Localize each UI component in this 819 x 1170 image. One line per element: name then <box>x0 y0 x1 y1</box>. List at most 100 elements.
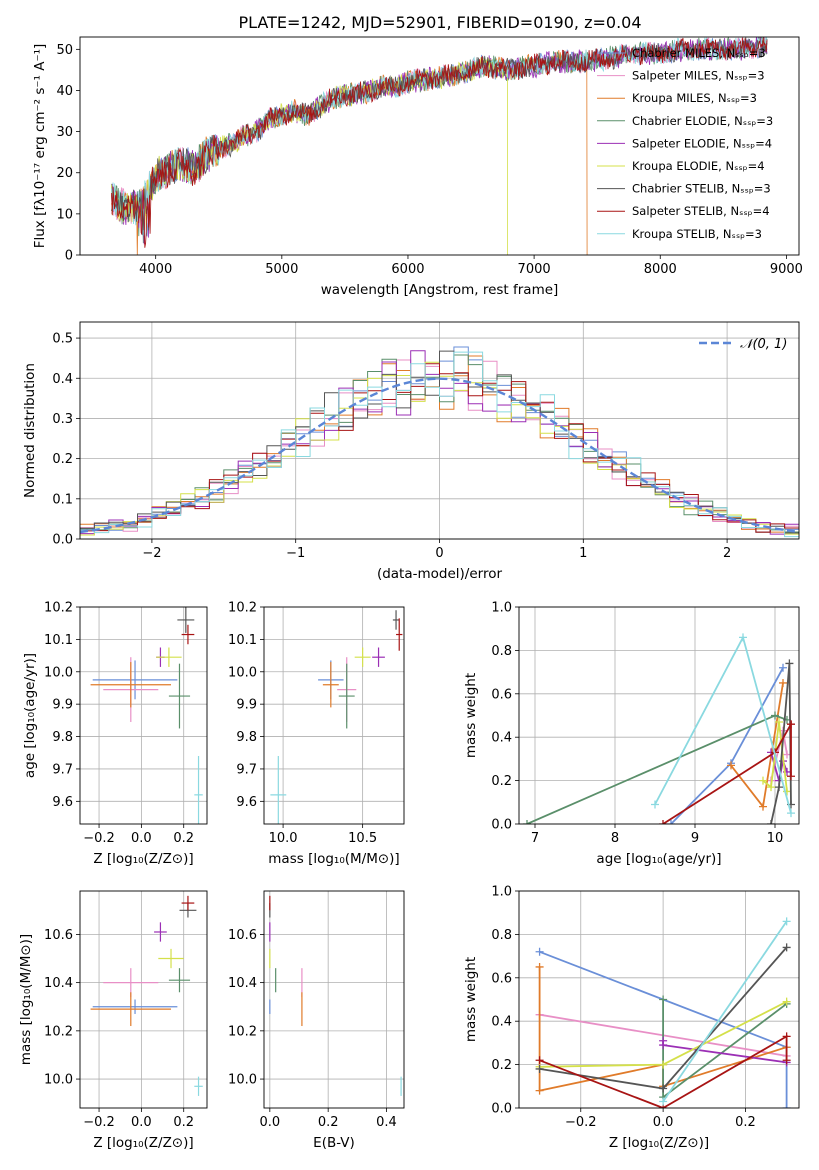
x-tick-label: 8 <box>611 831 619 846</box>
spectrum-line <box>111 57 508 255</box>
spectrum-line <box>111 37 768 231</box>
mass-weight-line <box>662 720 792 824</box>
mass-weight-line <box>539 1034 788 1108</box>
plus-marker <box>659 1041 668 1050</box>
y-axis-label: Flux [fλ10⁻¹⁷ erg cm⁻² s⁻¹ A⁻¹] <box>32 44 48 249</box>
x-axis-label: mass [log₁₀(M/M⊙)] <box>268 851 399 867</box>
legend: Chabrier MILES, Nₛₛₚ=3 Salpeter MILES, Nₛ… <box>597 46 773 241</box>
y-tick-label: 10.1 <box>44 633 73 648</box>
spectrum-line <box>111 37 768 248</box>
y-tick-label: 20 <box>56 166 73 181</box>
y-tick-label: 0.4 <box>491 731 512 746</box>
x-tick-label: −2 <box>142 546 161 561</box>
spectrum-panel: 4000 5000 6000 7000 8000 9000 0 10 20 30 40 50 wavel… <box>32 36 803 298</box>
mass-weight-vs-age-panel: 7 8 9 10 0.0 0.2 0.4 0.6 0.8 1.0 age [log₁₀(age/yr… <box>463 601 800 867</box>
plus-marker <box>785 659 794 668</box>
plus-marker <box>787 772 795 781</box>
y-tick-label: 10.6 <box>228 928 257 943</box>
x-tick-label: −0.2 <box>565 1115 597 1130</box>
x-tick-label: 1 <box>579 546 587 561</box>
y-tick-label: 0 <box>65 249 73 264</box>
y-tick-label: 0.4 <box>491 1015 512 1030</box>
plus-marker <box>782 997 791 1006</box>
axes-frame <box>79 36 800 256</box>
plus-marker <box>782 917 791 926</box>
y-tick-label: 0.2 <box>491 1058 512 1073</box>
y-tick-label: 0.2 <box>52 452 73 467</box>
y-tick-label: 10.4 <box>44 976 73 991</box>
x-tick-label: 6000 <box>391 262 424 277</box>
histogram-step <box>80 351 799 538</box>
y-tick-label: 10.2 <box>228 601 257 616</box>
plus-marker <box>535 1064 544 1073</box>
x-tick-label: 0.4 <box>376 1115 397 1130</box>
legend-label: Salpeter ELODIE, Nₛₛₚ=4 <box>632 136 772 150</box>
plus-marker <box>775 783 783 792</box>
mass-weight-line <box>662 920 788 1103</box>
y-tick-label: 10.0 <box>228 1073 257 1088</box>
plot-area <box>90 895 203 1096</box>
y-tick-label: 9.9 <box>52 698 73 713</box>
x-axis-label: E(B-V) <box>313 1135 355 1151</box>
plus-marker <box>771 711 779 720</box>
plus-marker <box>659 1084 668 1093</box>
plus-marker <box>759 802 767 811</box>
y-tick-label: 30 <box>56 125 73 140</box>
y-tick-label: 40 <box>56 84 73 99</box>
x-tick-label: 10 <box>767 831 784 846</box>
plus-marker <box>767 820 775 824</box>
legend-label: Chabrier STELIB, Nₛₛₚ=3 <box>632 182 771 196</box>
y-tick-label: 10.0 <box>228 665 257 680</box>
legend-label: Chabrier MILES, Nₛₛₚ=3 <box>632 46 766 60</box>
y-tick-label: 0.2 <box>491 774 512 789</box>
y-tick-label: 0.6 <box>491 687 512 702</box>
x-tick-label: 0.0 <box>131 1115 152 1130</box>
plus-marker <box>727 761 735 770</box>
plus-marker <box>535 1086 544 1095</box>
y-tick-label: 10.0 <box>44 665 73 680</box>
plus-marker <box>759 776 767 785</box>
axes-frame <box>263 606 405 825</box>
axes-frame <box>263 890 405 1109</box>
age-vs-mass-panel: 10.0 10.5 9.6 9.7 9.8 9.9 10.0 10.1 10.2 mass [lo… <box>228 601 405 867</box>
y-tick-label: 10.0 <box>44 1073 73 1088</box>
x-tick-label: 4000 <box>139 262 172 277</box>
y-tick-label: 50 <box>56 43 73 58</box>
plus-marker <box>779 663 787 672</box>
mass-vs-reddening-panel: 0.0 0.2 0.4 10.0 10.2 10.4 10.6 E(B-V) <box>228 890 405 1151</box>
x-tick-label: 10.0 <box>269 831 298 846</box>
plus-marker <box>782 1104 791 1108</box>
legend-label: Salpeter STELIB, Nₛₛₚ=4 <box>632 204 770 218</box>
plus-marker <box>535 962 544 971</box>
y-tick-label: 0.1 <box>52 492 73 507</box>
y-tick-label: 10.6 <box>44 928 73 943</box>
plus-marker <box>779 678 787 687</box>
plot-area <box>80 346 799 538</box>
legend-label: Kroupa STELIB, Nₛₛₚ=3 <box>632 227 762 241</box>
x-axis-label: Z [log₁₀(Z/Z⊙)] <box>93 1135 193 1151</box>
plus-marker <box>659 1060 668 1069</box>
y-tick-label: 0.0 <box>52 533 73 548</box>
y-tick-label: 9.8 <box>236 730 257 745</box>
plus-marker <box>739 633 747 642</box>
x-tick-label: 0.0 <box>259 1115 280 1130</box>
legend-label: Kroupa ELODIE, Nₛₛₚ=4 <box>632 159 765 173</box>
mass-weight-line <box>670 667 784 824</box>
plot-area <box>111 37 768 255</box>
y-tick-label: 10.2 <box>228 1024 257 1039</box>
x-tick-label: 0.2 <box>735 1115 756 1130</box>
y-tick-label: 10 <box>56 207 73 222</box>
y-axis-label: mass [log₁₀(M/M⊙)] <box>18 934 34 1065</box>
y-axis-label: age [log₁₀(age/yr)] <box>22 653 38 778</box>
plus-marker <box>523 820 531 824</box>
plus-marker <box>787 809 795 818</box>
plus-marker <box>659 1097 668 1106</box>
x-tick-label: 0.2 <box>318 1115 339 1130</box>
x-axis-label: age [log₁₀(age/yr)] <box>596 851 721 867</box>
x-tick-label: −0.2 <box>83 831 115 846</box>
axes-frame <box>518 890 800 1109</box>
y-tick-label: 0.8 <box>491 644 512 659</box>
x-tick-label: 5000 <box>265 262 298 277</box>
plus-marker <box>659 995 668 1004</box>
legend-label: Chabrier ELODIE, Nₛₛₚ=3 <box>632 114 773 128</box>
